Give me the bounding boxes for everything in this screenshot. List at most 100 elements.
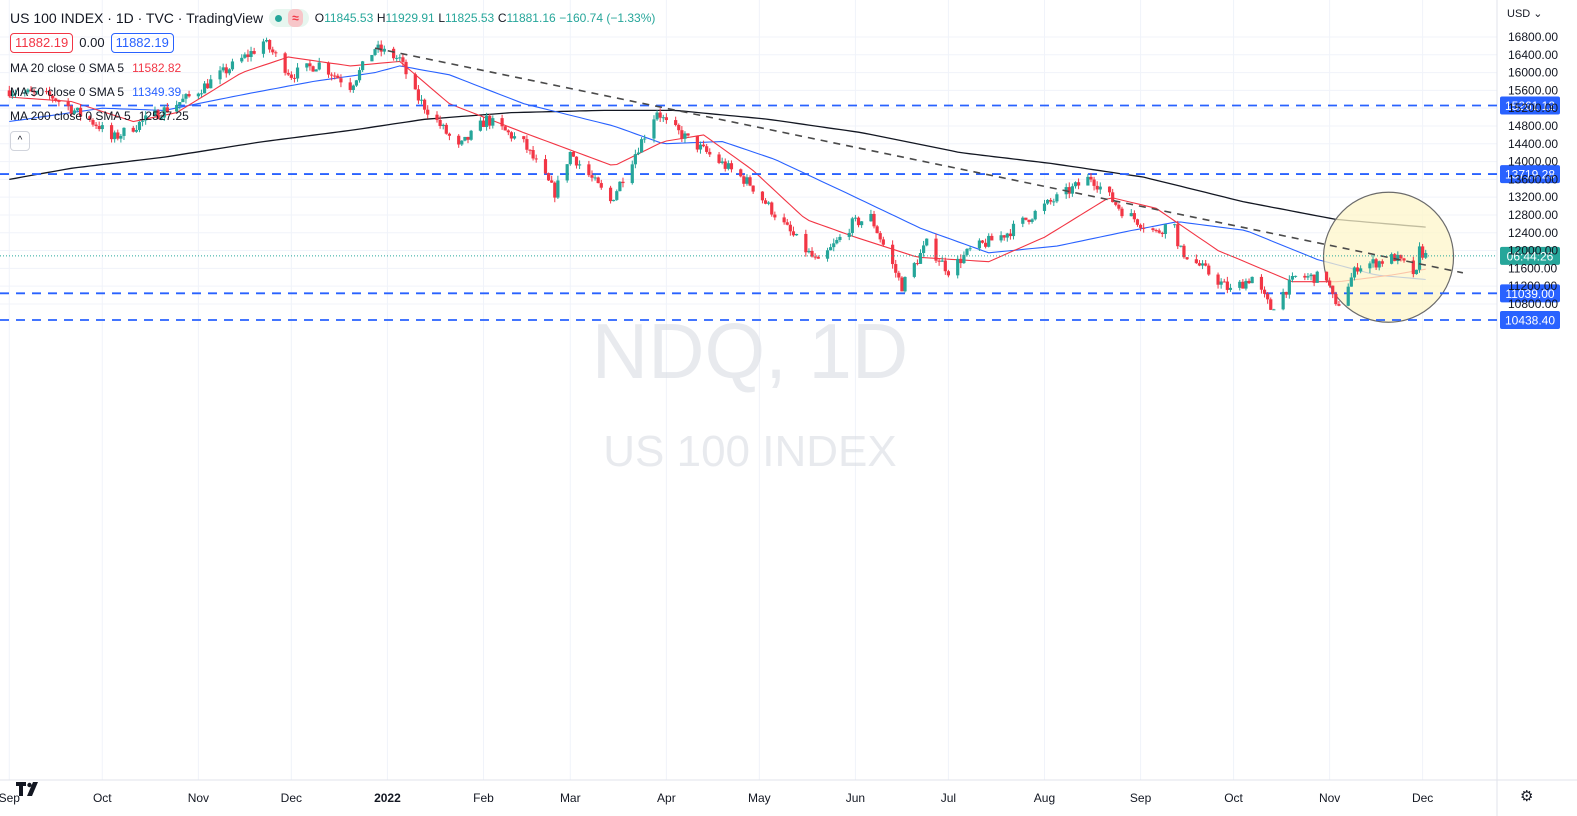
candle-body (748, 177, 752, 186)
candle-body (745, 177, 749, 184)
candle-body (1309, 274, 1313, 277)
price-tick-label: 16400.00 (1508, 48, 1558, 62)
candle-body (221, 67, 225, 71)
market-status-pill[interactable]: ≈ (269, 9, 309, 27)
time-tick-label: Mar (560, 791, 581, 805)
candle-body (181, 98, 185, 103)
symbol-title[interactable]: US 100 INDEX · 1D · TVC · TradingView (10, 10, 264, 26)
ohlc-values: O11845.53 H11929.91 L11825.53 C11881.16 … (314, 11, 656, 25)
candle-body (1216, 274, 1220, 285)
low-value: 11825.53 (445, 11, 495, 25)
candle-body (249, 51, 253, 57)
candle-body (915, 263, 920, 265)
level-label-box (1500, 165, 1560, 184)
time-axis[interactable]: Sep Oct Nov Dec 2022 Feb Mar Apr May Jun Jul Aug Sep… (0, 791, 1433, 805)
candle-body (252, 51, 256, 54)
price-tick-label: 10800.00 (1508, 297, 1558, 311)
candle-body (72, 110, 76, 114)
candle-body (283, 53, 287, 73)
candle-body (550, 180, 554, 183)
candle-body (677, 124, 681, 131)
candle-body (1008, 233, 1012, 237)
collapse-legend-button[interactable]: ^ (10, 131, 30, 151)
candle-body (658, 112, 662, 118)
candle-body (903, 276, 907, 292)
candle-body (608, 187, 613, 202)
candle-body (1151, 228, 1155, 231)
candle-body (1185, 257, 1189, 260)
candle-body (1021, 217, 1025, 224)
candle-body (1411, 260, 1415, 275)
time-tick-label: Aug (1034, 791, 1055, 805)
ma50-legend[interactable]: MA 50 close 0 SMA 5 11349.39 (10, 85, 182, 99)
candle-body (1352, 267, 1357, 278)
ma200-legend[interactable]: MA 200 close 0 SMA 5 12527.25 (10, 109, 189, 123)
candle-body (1368, 263, 1372, 269)
candle-body (413, 74, 417, 90)
candle-body (1095, 185, 1099, 190)
candle-body (574, 156, 579, 166)
candle-body (94, 124, 98, 126)
candle-body (466, 136, 470, 140)
candle-body (1142, 227, 1146, 229)
candle-body (289, 74, 293, 78)
candle-body (1228, 287, 1233, 290)
candle-body (1238, 281, 1242, 288)
candle-body (268, 40, 272, 50)
candle-body (1269, 299, 1273, 310)
level-label: 10438.40 (1505, 314, 1555, 328)
candle-body (1114, 202, 1118, 205)
candle-body (314, 69, 318, 72)
candle-body (1402, 258, 1406, 261)
trendline[interactable] (374, 47, 1464, 274)
sell-price-box[interactable]: 11882.19 (10, 33, 74, 53)
candle-body (271, 49, 275, 53)
settings-gear-icon[interactable]: ⚙ (1520, 788, 1534, 805)
candle-body (1200, 263, 1205, 266)
candle-body (959, 258, 963, 264)
candle-body (922, 245, 926, 254)
candle-body (122, 127, 126, 136)
candle-body (202, 83, 207, 94)
candle-body (767, 202, 771, 204)
candle-body (847, 233, 851, 237)
currency-selector[interactable]: USD ⌄ (1507, 8, 1543, 20)
candle-body (488, 115, 492, 126)
candle-body (701, 144, 706, 147)
candle-body (119, 135, 123, 139)
candle-body (565, 164, 569, 181)
candle-body (1107, 186, 1112, 193)
price-axis[interactable]: 10800.00 11200.00 11600.00 12000.00 12400.00… (1508, 30, 1558, 311)
candle-body (587, 164, 591, 176)
candle-body (227, 69, 231, 74)
candle-body (1089, 176, 1093, 180)
candle-body (723, 161, 727, 169)
candle-body (1303, 275, 1307, 278)
price-tick-label: 12400.00 (1508, 226, 1558, 240)
candle-body (206, 83, 210, 89)
level-label-box (1500, 96, 1560, 115)
ma20-legend[interactable]: MA 20 close 0 SMA 5 11582.82 (10, 61, 182, 75)
candle-body (339, 78, 343, 83)
candle-body (54, 98, 58, 101)
candle-body (376, 44, 380, 50)
candle-body (556, 180, 560, 198)
candle-body (1417, 246, 1422, 270)
buy-price-box[interactable]: 11882.19 (110, 33, 174, 53)
time-tick-label: Oct (93, 791, 112, 805)
candle-body (596, 177, 600, 184)
ma200-path (9, 109, 1426, 228)
support-resistance-levels[interactable]: 15261.12 13719.28 11039.00 10438.40 (0, 96, 1560, 330)
candle-body (246, 54, 250, 57)
candle-body (946, 271, 951, 276)
open-value: 11845.53 (324, 11, 374, 25)
candle-body (1138, 224, 1143, 228)
candle-body (178, 102, 182, 106)
tradingview-logo-icon[interactable] (15, 780, 41, 798)
candle-body (1337, 304, 1341, 306)
candle-body (990, 235, 994, 241)
candle-body (965, 248, 969, 255)
candle-body (392, 48, 396, 59)
candle-body (698, 144, 703, 150)
